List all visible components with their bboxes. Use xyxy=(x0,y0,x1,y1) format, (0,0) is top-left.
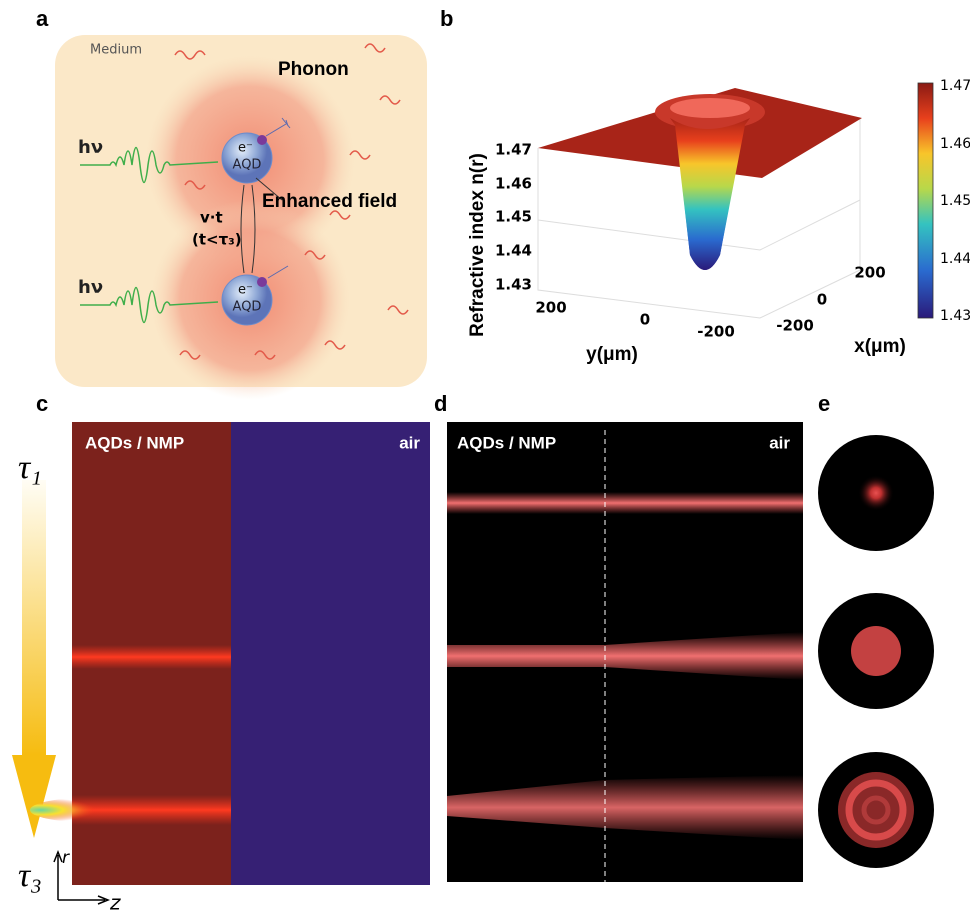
electron xyxy=(257,277,267,287)
photon-label: hν xyxy=(78,137,103,158)
electron xyxy=(257,135,267,145)
left-medium-label: AQDs / NMP xyxy=(457,433,556,452)
x-tick-label: 0 xyxy=(817,291,827,309)
y-tick-label: 200 xyxy=(535,299,566,317)
colorbar-ticks: 1.47 1.46 1.45 1.44 1.43 xyxy=(940,78,970,324)
colorbar-tick-label: 1.44 xyxy=(940,251,970,267)
panel-label: b xyxy=(440,6,453,31)
y-ticks: 200 0 -200 xyxy=(535,299,734,341)
time-start-label: τ₁ xyxy=(18,449,42,486)
z-axis-label: Refractive index n(r) xyxy=(467,153,488,337)
surface-dip xyxy=(670,98,750,118)
beam-focus xyxy=(30,798,140,822)
panel-label: d xyxy=(434,391,447,416)
figure: a Medium Phonon hν hν e⁻ AQD e⁻ AQD v·t … xyxy=(0,0,970,912)
z-tick-label: 1.47 xyxy=(495,141,532,159)
beam-band xyxy=(72,645,231,669)
phonon-label: Phonon xyxy=(278,59,349,80)
beam-spot xyxy=(851,626,901,676)
z-tick-label: 1.46 xyxy=(495,175,532,193)
colorbar xyxy=(918,83,933,318)
enhanced-field-label: Enhanced field xyxy=(262,191,397,212)
panel-label: c xyxy=(36,391,48,416)
y-tick-label: -200 xyxy=(697,323,735,341)
photon-label: hν xyxy=(78,277,103,298)
condition-label: (t<τ₃) xyxy=(192,231,242,249)
panel-label: a xyxy=(36,6,49,31)
time-end-label: τ₃ xyxy=(18,857,42,894)
z-tick-label: 1.43 xyxy=(495,276,532,294)
z-axis-label: z xyxy=(109,891,121,912)
r-axis-label: r xyxy=(62,848,70,868)
aqd-label: AQD xyxy=(233,158,262,173)
colorbar-tick-label: 1.46 xyxy=(940,136,970,152)
right-medium-label: air xyxy=(769,433,790,452)
y-tick-label: 0 xyxy=(640,311,650,329)
z-ticks: 1.47 1.46 1.45 1.44 1.43 xyxy=(495,141,532,294)
medium-label: Medium xyxy=(90,43,142,58)
colorbar-tick-label: 1.47 xyxy=(940,78,970,94)
distance-label: v·t xyxy=(200,209,223,227)
electron-label: e⁻ xyxy=(238,141,253,156)
x-tick-label: -200 xyxy=(776,317,814,335)
y-axis-label: y(μm) xyxy=(586,344,638,365)
beam-spot xyxy=(858,475,894,511)
air-region xyxy=(231,422,430,885)
colorbar-tick-label: 1.45 xyxy=(940,193,970,209)
colorbar-tick-label: 1.43 xyxy=(940,308,970,324)
x-tick-label: 200 xyxy=(854,264,885,282)
time-arrow-head xyxy=(12,755,56,838)
electron-label: e⁻ xyxy=(238,283,253,298)
panel-label: e xyxy=(818,391,830,416)
aqd-label: AQD xyxy=(233,300,262,315)
z-tick-label: 1.44 xyxy=(495,242,532,260)
time-arrow xyxy=(22,480,46,755)
beam xyxy=(447,492,803,514)
left-medium-label: AQDs / NMP xyxy=(85,433,184,452)
x-ticks: 200 0 -200 xyxy=(776,264,885,335)
right-medium-label: air xyxy=(399,433,420,452)
x-axis-label: x(μm) xyxy=(854,336,906,357)
z-tick-label: 1.45 xyxy=(495,208,532,226)
